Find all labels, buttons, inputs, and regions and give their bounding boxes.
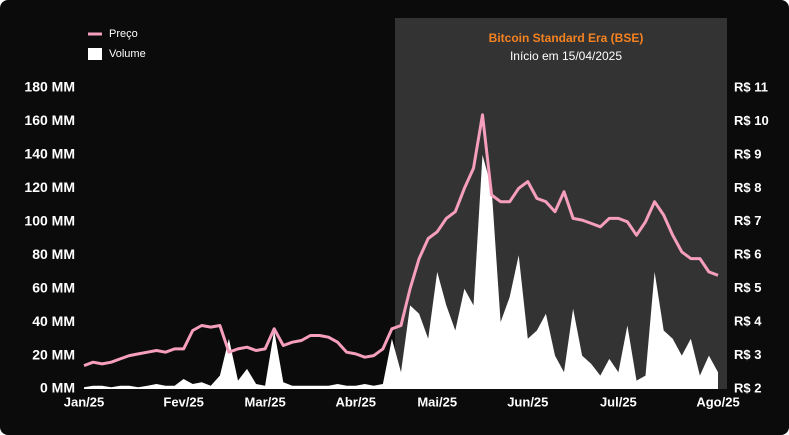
y-tick-label: 100 MM	[24, 212, 75, 228]
y2-tick-label: R$ 11	[734, 79, 768, 94]
y-tick-label: 140 MM	[24, 146, 75, 162]
y2-tick-label: R$ 10	[734, 113, 769, 128]
x-tick-label: Fev/25	[163, 394, 203, 409]
y-tick-label: 120 MM	[24, 179, 75, 195]
y2-tick-label: R$ 7	[734, 213, 761, 228]
y-tick-label: 160 MM	[24, 112, 75, 128]
x-tick-label: Jul/25	[600, 394, 637, 409]
x-tick-label: Mar/25	[245, 394, 286, 409]
y-tick-label: 20 MM	[32, 346, 75, 362]
volume-area	[84, 154, 718, 389]
legend-label: Volume	[109, 48, 146, 60]
price-line	[83, 113, 719, 368]
legend-label: Preço	[109, 28, 138, 40]
y2-tick-label: R$ 3	[734, 347, 761, 362]
y2-tick-label: R$ 5	[734, 280, 761, 295]
annotation-title: Bitcoin Standard Era (BSE)	[489, 31, 644, 45]
x-tick-label: Ago/25	[696, 394, 739, 409]
y2-tick-label: R$ 4	[734, 314, 762, 329]
y2-tick-label: R$ 9	[734, 146, 761, 161]
x-tick-label: Abr/25	[335, 394, 375, 409]
x-tick-label: Jan/25	[64, 394, 104, 409]
x-tick-label: Jun/25	[507, 394, 548, 409]
legend-swatch	[88, 48, 102, 60]
y-tick-label: 80 MM	[32, 246, 75, 262]
x-tick-label: Mai/25	[417, 394, 457, 409]
y2-tick-label: R$ 6	[734, 247, 761, 262]
y2-tick-label: R$ 8	[734, 180, 761, 195]
y-tick-label: 40 MM	[32, 313, 75, 329]
annotation-subtitle: Início em 15/04/2025	[510, 49, 622, 63]
y-tick-label: 0 MM	[40, 380, 75, 396]
y-tick-label: 180 MM	[24, 79, 75, 95]
y2-tick-label: R$ 2	[734, 380, 761, 395]
y-tick-label: 60 MM	[32, 279, 75, 295]
